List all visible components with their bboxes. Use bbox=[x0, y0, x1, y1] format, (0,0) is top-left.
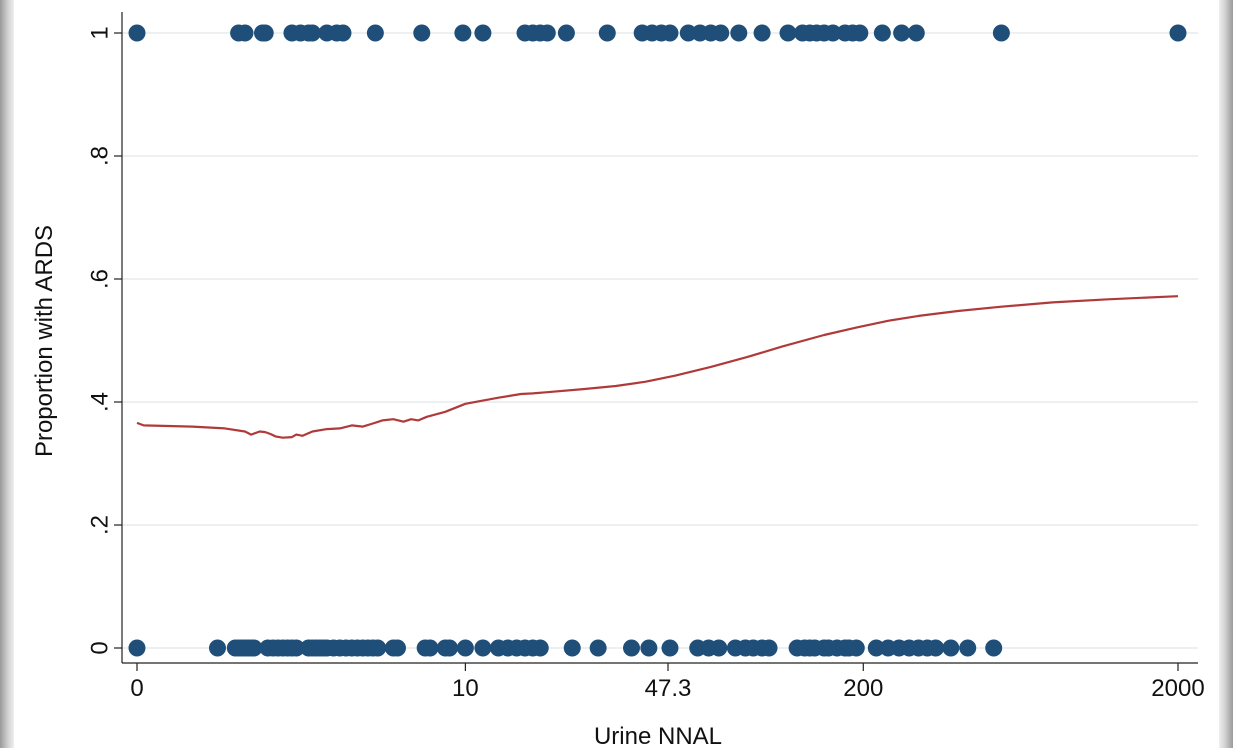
scatter-points bbox=[128, 24, 1187, 657]
data-point-8 bbox=[303, 24, 321, 42]
data-point-121 bbox=[942, 639, 960, 657]
y-tick-label-3: .6 bbox=[86, 269, 113, 289]
data-point-29 bbox=[712, 24, 730, 42]
data-point-93 bbox=[623, 639, 641, 657]
data-point-21 bbox=[598, 24, 616, 42]
data-point-103 bbox=[760, 639, 778, 657]
axis-labels: Urine NNAL Proportion with ARDS bbox=[31, 225, 722, 748]
data-point-37 bbox=[824, 24, 842, 42]
data-point-91 bbox=[563, 639, 581, 657]
data-point-45 bbox=[1169, 24, 1187, 42]
y-axis-label: Proportion with ARDS bbox=[31, 225, 58, 457]
data-point-122 bbox=[959, 639, 977, 657]
data-point-2 bbox=[236, 24, 254, 42]
right-border-strip bbox=[1219, 0, 1233, 748]
data-point-123 bbox=[985, 639, 1003, 657]
left-border-strip bbox=[0, 0, 14, 748]
data-point-80 bbox=[421, 639, 439, 657]
smoother-line-group bbox=[136, 295, 1179, 439]
grid-lines bbox=[122, 32, 1198, 649]
y-tick-label-4: .8 bbox=[86, 146, 113, 166]
data-point-61 bbox=[287, 639, 305, 657]
smoother-line bbox=[136, 295, 1179, 439]
data-point-0 bbox=[128, 24, 146, 42]
data-point-42 bbox=[893, 24, 911, 42]
data-point-92 bbox=[589, 639, 607, 657]
data-point-44 bbox=[992, 24, 1010, 42]
data-point-84 bbox=[474, 639, 492, 657]
data-point-30 bbox=[730, 24, 748, 42]
data-point-78 bbox=[388, 639, 406, 657]
data-point-95 bbox=[661, 639, 679, 657]
data-point-15 bbox=[474, 24, 492, 42]
data-point-98 bbox=[710, 639, 728, 657]
data-point-26 bbox=[679, 24, 697, 42]
data-point-11 bbox=[334, 24, 352, 42]
data-point-94 bbox=[640, 639, 658, 657]
x-tick-label-1: 10 bbox=[452, 675, 479, 702]
data-point-25 bbox=[661, 24, 679, 42]
data-point-47 bbox=[208, 639, 226, 657]
data-point-20 bbox=[557, 24, 575, 42]
data-point-31 bbox=[753, 24, 771, 42]
data-point-54 bbox=[245, 639, 263, 657]
data-point-46 bbox=[128, 639, 146, 657]
data-point-120 bbox=[927, 639, 945, 657]
y-tick-label-0: 0 bbox=[86, 641, 113, 654]
data-point-83 bbox=[456, 639, 474, 657]
data-point-12 bbox=[366, 24, 384, 42]
y-tick-label-2: .4 bbox=[86, 392, 113, 412]
y-tick-label-1: .2 bbox=[86, 515, 113, 535]
data-point-76 bbox=[369, 639, 387, 657]
data-point-90 bbox=[531, 639, 549, 657]
axes: 0.2.4.6.810 10 47.3 200 2000 bbox=[86, 12, 1205, 702]
x-axis-label: Urine NNAL bbox=[594, 723, 722, 748]
data-point-40 bbox=[851, 24, 869, 42]
x-tick-label-4: 2000 bbox=[1151, 675, 1204, 702]
x-tick-label-3: 200 bbox=[843, 675, 883, 702]
data-point-19 bbox=[538, 24, 556, 42]
data-point-113 bbox=[847, 639, 865, 657]
x-tick-label-0: 0 bbox=[130, 675, 143, 702]
x-tick-label-2: 47.3 bbox=[645, 675, 692, 702]
data-point-32 bbox=[779, 24, 797, 42]
data-point-114 bbox=[867, 639, 885, 657]
data-point-4 bbox=[256, 24, 274, 42]
data-point-14 bbox=[454, 24, 472, 42]
data-point-13 bbox=[413, 24, 431, 42]
y-tick-label-5: 1 bbox=[86, 26, 113, 39]
data-point-41 bbox=[873, 24, 891, 42]
data-point-82 bbox=[441, 639, 459, 657]
data-point-43 bbox=[907, 24, 925, 42]
